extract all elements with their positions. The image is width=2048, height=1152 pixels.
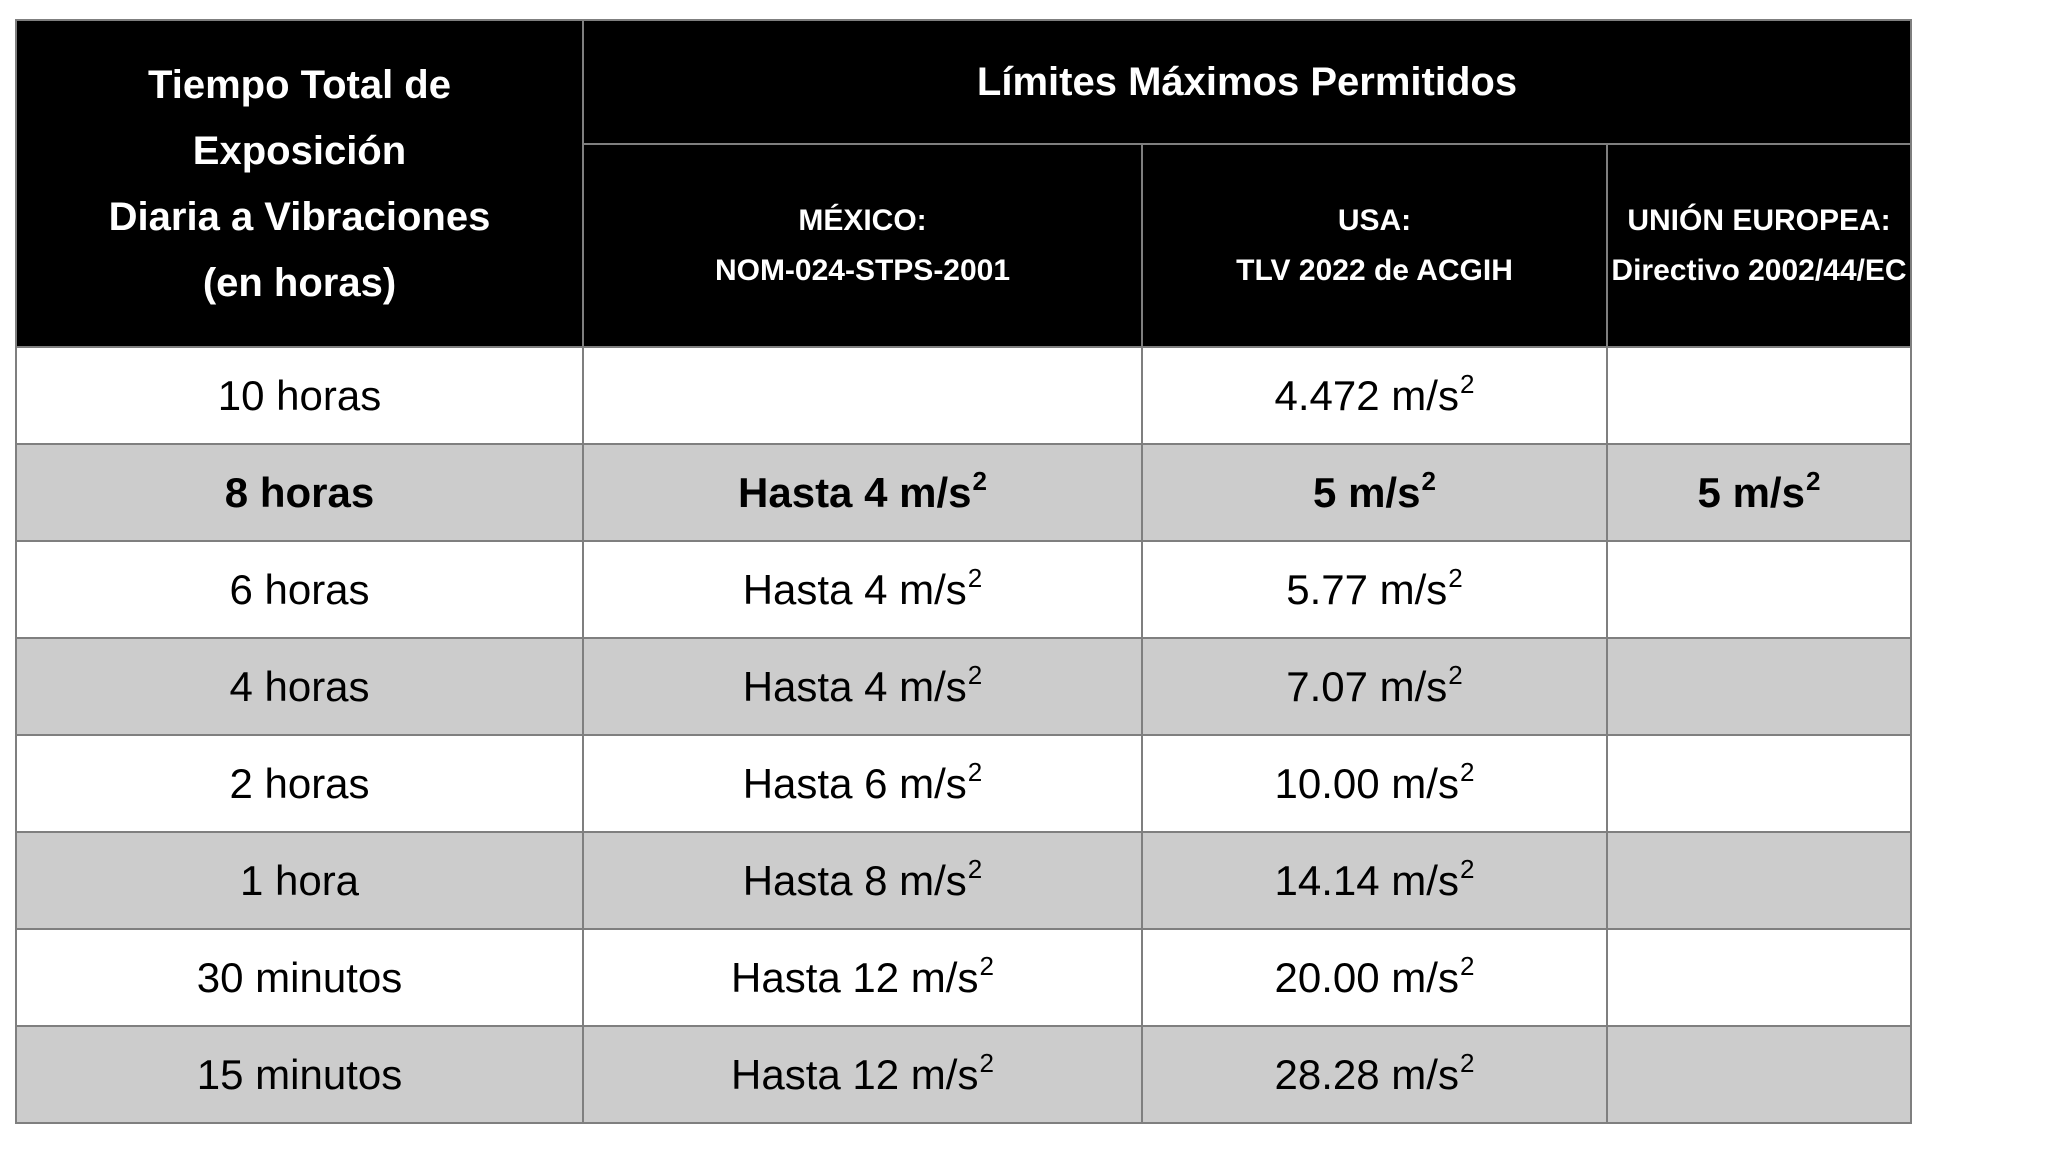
mexico-limit-cell: Hasta 4 m/s2 [582, 540, 1143, 639]
unit-exponent: 2 [972, 466, 987, 497]
eu-limit-cell [1606, 637, 1912, 736]
mexico-limit-cell: Hasta 6 m/s2 [582, 734, 1143, 833]
time-cell-text: 6 horas [229, 565, 370, 613]
time-cell: 4 horas [15, 637, 584, 736]
mexico-limit-cell: Hasta 12 m/s2 [582, 928, 1143, 1027]
usa-limit-cell-text: 28.28 m/s [1274, 1050, 1459, 1098]
usa-limit-cell: 5 m/s2 [1141, 443, 1608, 542]
unit-exponent: 2 [1459, 757, 1475, 788]
time-cell-text: 4 horas [229, 662, 370, 710]
eu-limit-cell [1606, 734, 1912, 833]
mexico-limit-cell-text: Hasta 8 m/s [742, 856, 967, 904]
usa-header: USA: TLV 2022 de ACGIH [1141, 143, 1608, 348]
usa-limit-cell: 10.00 m/s2 [1141, 734, 1608, 833]
mexico-limit-cell-text: Hasta 12 m/s [731, 1050, 979, 1098]
usa-limit-cell-text: 14.14 m/s [1274, 856, 1459, 904]
mexico-norm-label: NOM-024-STPS-2001 [714, 253, 1011, 287]
eu-country-label: UNIÓN EUROPEA: [1627, 203, 1891, 237]
usa-limit-cell-text: 5 m/s [1313, 468, 1421, 516]
time-cell: 1 hora [15, 831, 584, 930]
eu-limit-cell [1606, 1025, 1912, 1124]
table-row: 4 horas Hasta 4 m/s2 7.07 m/s2 [15, 637, 1912, 736]
mexico-limit-cell-text: Hasta 4 m/s [738, 468, 972, 516]
unit-exponent: 2 [1459, 1048, 1475, 1079]
unit-exponent: 2 [1459, 369, 1475, 400]
time-cell-text: 1 hora [239, 856, 360, 904]
time-cell: 30 minutos [15, 928, 584, 1027]
mexico-limit-cell-text: Hasta 4 m/s [742, 662, 967, 710]
eu-norm-label: Directivo 2002/44/EC [1611, 253, 1907, 287]
eu-limit-cell [1606, 540, 1912, 639]
unit-exponent: 2 [967, 563, 983, 594]
usa-limit-cell-text: 5.77 m/s [1286, 565, 1448, 613]
usa-limit-cell: 4.472 m/s2 [1141, 346, 1608, 445]
mexico-limit-cell-text: Hasta 4 m/s [742, 565, 967, 613]
time-column-header: Tiempo Total de Exposición Diaria a Vibr… [15, 19, 584, 348]
time-cell: 8 horas [15, 443, 584, 542]
mexico-header: MÉXICO: NOM-024-STPS-2001 [582, 143, 1143, 348]
eu-header: UNIÓN EUROPEA: Directivo 2002/44/EC [1606, 143, 1912, 348]
table-body: 10 horas 4.472 m/s2 8 horas Hasta 4 m/s2 5 m… [15, 346, 1912, 1124]
usa-norm-label: TLV 2022 de ACGIH [1236, 253, 1513, 287]
vibration-limits-table: Tiempo Total de Exposición Diaria a Vibr… [15, 19, 1912, 1124]
usa-limit-cell: 7.07 m/s2 [1141, 637, 1608, 736]
mexico-limit-cell-text: Hasta 6 m/s [742, 759, 967, 807]
table-row: 1 hora Hasta 8 m/s2 14.14 m/s2 [15, 831, 1912, 930]
unit-exponent: 2 [1421, 466, 1436, 497]
usa-limit-cell: 5.77 m/s2 [1141, 540, 1608, 639]
eu-limit-cell-text: 5 m/s [1697, 468, 1805, 516]
time-cell-text: 30 minutos [196, 953, 403, 1001]
unit-exponent: 2 [1459, 951, 1475, 982]
table-row: 8 horas Hasta 4 m/s2 5 m/s2 5 m/s2 [15, 443, 1912, 542]
table-row: 10 horas 4.472 m/s2 [15, 346, 1912, 445]
unit-exponent: 2 [979, 951, 994, 982]
time-cell: 10 horas [15, 346, 584, 445]
eu-limit-cell [1606, 346, 1912, 445]
unit-exponent: 2 [1448, 660, 1463, 691]
time-header-line-4: (en horas) [202, 260, 397, 305]
mexico-limit-cell: Hasta 4 m/s2 [582, 443, 1143, 542]
unit-exponent: 2 [1459, 854, 1475, 885]
usa-limit-cell: 14.14 m/s2 [1141, 831, 1608, 930]
time-cell-text: 2 horas [229, 759, 370, 807]
mexico-limit-cell [582, 346, 1143, 445]
table-row: 30 minutos Hasta 12 m/s2 20.00 m/s2 [15, 928, 1912, 1027]
mexico-country-label: MÉXICO: [798, 203, 927, 237]
time-header-line-1: Tiempo Total de [148, 62, 451, 107]
table-row: 2 horas Hasta 6 m/s2 10.00 m/s2 [15, 734, 1912, 833]
usa-limit-cell-text: 7.07 m/s [1286, 662, 1448, 710]
time-cell-text: 10 horas [217, 371, 382, 419]
usa-limit-cell-text: 20.00 m/s [1274, 953, 1459, 1001]
mexico-limit-cell: Hasta 8 m/s2 [582, 831, 1143, 930]
time-cell-text: 8 horas [224, 468, 375, 516]
usa-limit-cell: 28.28 m/s2 [1141, 1025, 1608, 1124]
time-header-line-3: Diaria a Vibraciones [108, 194, 491, 239]
eu-limit-cell: 5 m/s2 [1606, 443, 1912, 542]
unit-exponent: 2 [967, 660, 983, 691]
mexico-limit-cell-text: Hasta 12 m/s [731, 953, 979, 1001]
usa-limit-cell-text: 4.472 m/s [1274, 371, 1459, 419]
mexico-limit-cell: Hasta 12 m/s2 [582, 1025, 1143, 1124]
unit-exponent: 2 [967, 854, 983, 885]
unit-exponent: 2 [1805, 466, 1821, 497]
unit-exponent: 2 [979, 1048, 994, 1079]
eu-limit-cell [1606, 831, 1912, 930]
unit-exponent: 2 [1448, 563, 1463, 594]
eu-limit-cell [1606, 928, 1912, 1027]
time-header-line-2: Exposición [192, 128, 407, 173]
unit-exponent: 2 [967, 757, 983, 788]
table-row: 15 minutos Hasta 12 m/s2 28.28 m/s2 [15, 1025, 1912, 1124]
time-cell: 15 minutos [15, 1025, 584, 1124]
usa-limit-cell: 20.00 m/s2 [1141, 928, 1608, 1027]
time-cell: 6 horas [15, 540, 584, 639]
usa-limit-cell-text: 10.00 m/s [1274, 759, 1459, 807]
time-cell-text: 15 minutos [196, 1050, 403, 1098]
table-row: 6 horas Hasta 4 m/s2 5.77 m/s2 [15, 540, 1912, 639]
time-cell: 2 horas [15, 734, 584, 833]
mexico-limit-cell: Hasta 4 m/s2 [582, 637, 1143, 736]
usa-country-label: USA: [1337, 203, 1412, 237]
limits-header: Límites Máximos Permitidos [582, 19, 1912, 145]
